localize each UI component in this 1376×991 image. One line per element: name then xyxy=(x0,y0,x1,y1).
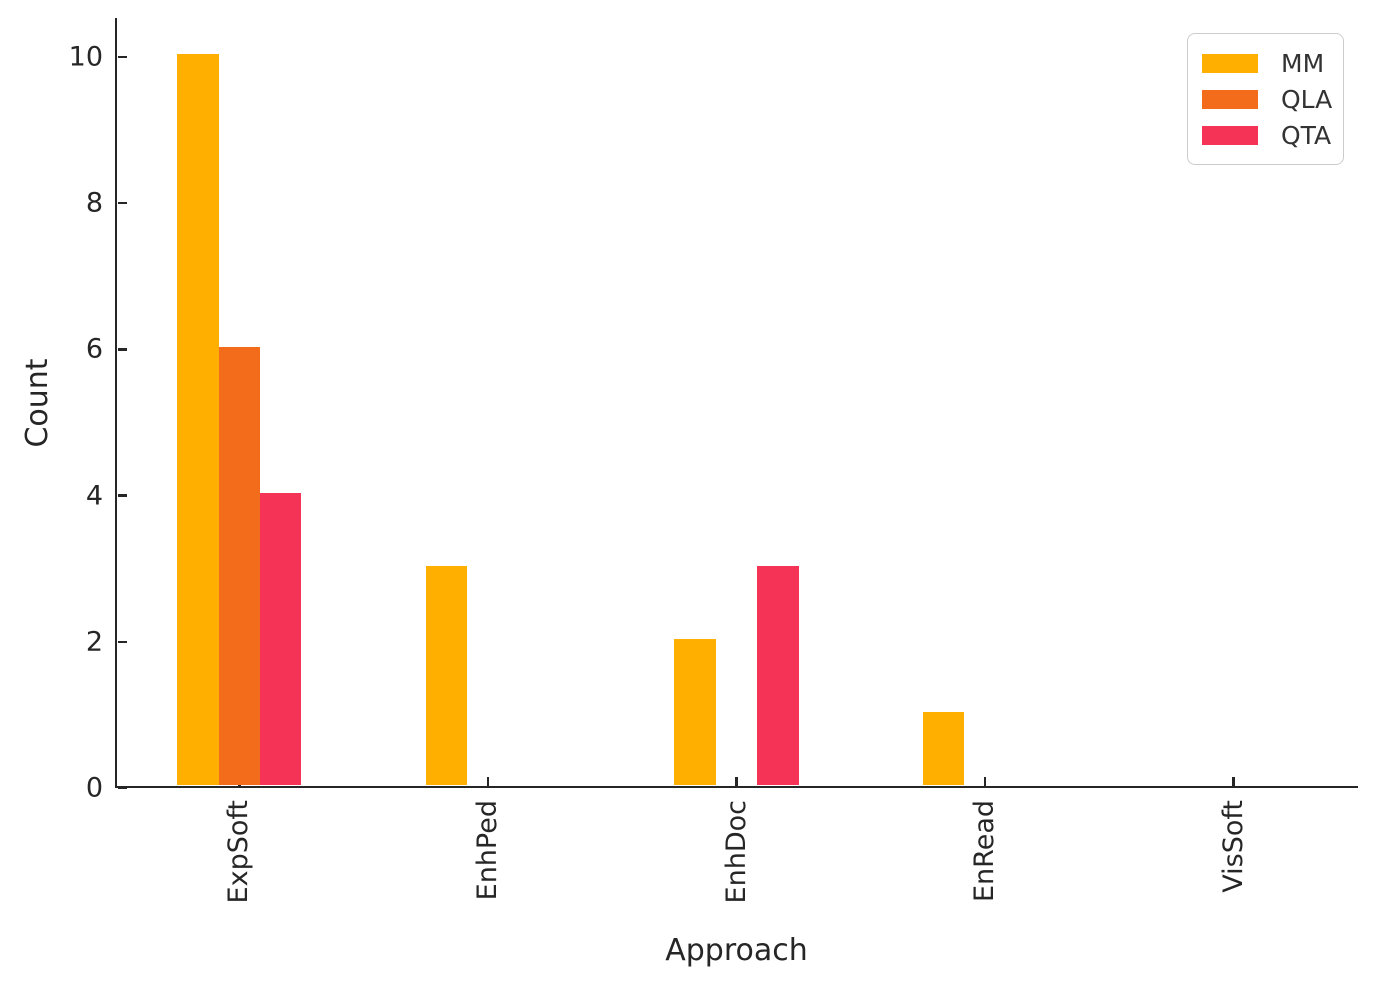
plot-area xyxy=(115,18,1358,788)
y-tick-label: 10 xyxy=(68,41,103,73)
y-axis-title: Count xyxy=(20,358,55,448)
y-tick-mark xyxy=(117,640,127,643)
x-tick-label-expsoft: ExpSoft xyxy=(223,800,255,904)
bar-enhped-mm xyxy=(425,566,468,786)
y-tick-mark xyxy=(117,786,127,790)
y-tick-label: 6 xyxy=(85,333,103,365)
bar-enread-mm xyxy=(922,712,965,786)
legend-item-qta: QTA xyxy=(1202,117,1332,153)
x-tick-mark xyxy=(735,776,738,786)
legend-label: QLA xyxy=(1281,84,1333,114)
x-tick-mark xyxy=(983,776,987,786)
y-tick-mark xyxy=(117,201,127,205)
x-axis-title: Approach xyxy=(665,933,808,968)
legend-item-mm: MM xyxy=(1202,45,1329,81)
y-tick-label: 2 xyxy=(85,626,103,658)
x-tick-label-enhdoc: EnhDoc xyxy=(720,800,752,904)
x-tick-mark xyxy=(486,776,490,786)
y-tick-label: 4 xyxy=(85,480,103,511)
legend-item-qla: QLA xyxy=(1202,81,1333,117)
legend-swatch-mm xyxy=(1202,53,1258,73)
x-tick-mark xyxy=(1232,776,1235,786)
legend-swatch-qta xyxy=(1202,125,1258,145)
y-tick-mark xyxy=(117,55,127,58)
bar-expsoft-qta xyxy=(260,493,302,786)
y-tick-mark xyxy=(117,348,127,351)
x-tick-label-enread: EnRead xyxy=(969,800,1001,903)
legend-swatch-qla xyxy=(1202,89,1258,109)
y-tick-mark xyxy=(117,494,127,497)
y-tick-label: 0 xyxy=(85,772,103,804)
legend: MM QLA QTA xyxy=(1187,33,1344,165)
bar-expsoft-qla xyxy=(218,346,260,786)
x-tick-label-vissoft: VisSoft xyxy=(1217,800,1249,893)
legend-label: QTA xyxy=(1281,120,1332,150)
bar-enhdoc-qta xyxy=(757,566,799,786)
y-tick-label: 8 xyxy=(85,187,103,219)
bar-enhdoc-mm xyxy=(674,639,716,786)
legend-label: MM xyxy=(1281,48,1325,78)
x-tick-label-enhped: EnhPed xyxy=(472,800,504,901)
bar-expsoft-mm xyxy=(177,54,219,786)
